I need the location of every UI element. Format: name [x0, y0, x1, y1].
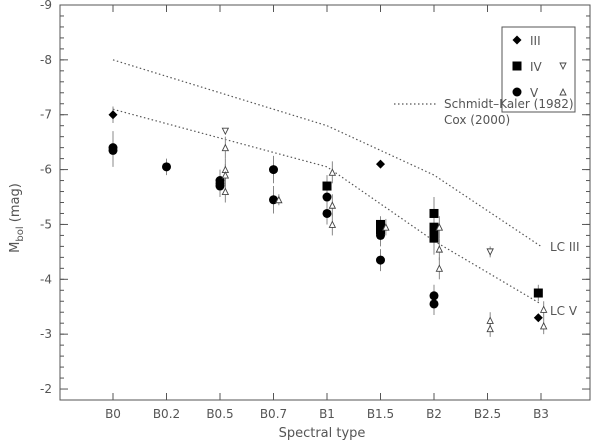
- data-point: [382, 223, 390, 231]
- legend-marker-square: [512, 61, 522, 71]
- line-legend: Schmidt–Kaler (1982) Cox (2000): [394, 97, 574, 127]
- data-point: [162, 162, 171, 172]
- legend-marker-diamond: [512, 35, 522, 45]
- x-tick-label: B1.5: [367, 407, 394, 421]
- x-tick-label: B0.2: [153, 407, 180, 421]
- x-tick-label: B3: [533, 407, 549, 421]
- data-point: [429, 228, 439, 238]
- x-tick-label: B0.5: [206, 407, 233, 421]
- data-point: [533, 313, 543, 323]
- data-point: [221, 171, 230, 179]
- data-point: [221, 187, 230, 195]
- line-legend-label-1: Schmidt–Kaler (1982): [444, 97, 574, 111]
- x-ticks: B0 B0.2 B0.5 B0.7 B1 B1.5 B2 B2.5 B3: [105, 5, 549, 421]
- data-point: [322, 192, 332, 202]
- data-point: [533, 288, 543, 298]
- data-point: [429, 208, 439, 218]
- data-point: [269, 165, 278, 175]
- data-point: [539, 321, 548, 330]
- x-tick-label: B2.5: [474, 407, 501, 421]
- data-point: [376, 159, 385, 169]
- data-point: [328, 168, 337, 176]
- data-point: [221, 127, 230, 136]
- x-tick-label: B0.7: [260, 407, 287, 421]
- data-point: [486, 324, 494, 333]
- data-point: [376, 255, 385, 265]
- data-point: [376, 219, 385, 229]
- data-point: [322, 208, 332, 218]
- x-tick-label: B1: [319, 407, 335, 421]
- data-point: [429, 299, 439, 309]
- legend: III IV V: [501, 26, 576, 113]
- data-point: [429, 233, 439, 243]
- y-tick-label: -4: [40, 272, 52, 286]
- y-axis-label-sub: bol: [15, 226, 26, 241]
- y-tick-label: -5: [40, 217, 52, 231]
- y-tick-label: -9: [40, 0, 52, 12]
- y-axis-label-main: M: [8, 242, 23, 253]
- x-tick-label: B0: [105, 407, 121, 421]
- x-axis-label: Spectral type: [279, 426, 366, 441]
- data-point: [108, 110, 118, 120]
- y-axis-label: Mbol (mag): [8, 183, 26, 253]
- legend-marker-down-triangle: [559, 62, 567, 71]
- legend-marker-circle: [512, 87, 522, 97]
- data-point: [328, 220, 337, 228]
- data-point: [221, 143, 230, 152]
- data-point: [435, 223, 444, 231]
- data-point: [486, 316, 494, 324]
- data-point: [435, 245, 444, 253]
- y-tick-label: -2: [40, 382, 52, 396]
- legend-label: IV: [530, 60, 543, 74]
- y-axis-label-unit: (mag): [8, 183, 23, 226]
- data-point: [429, 222, 439, 232]
- data-point: [108, 145, 118, 155]
- data-points: [108, 110, 548, 333]
- y-tick-label: -7: [40, 108, 52, 122]
- y-tick-label: -6: [40, 163, 52, 177]
- lc-iii-label: LC III: [550, 240, 580, 254]
- data-point: [322, 181, 332, 191]
- x-tick-label: B2: [426, 407, 442, 421]
- y-tick-label: -8: [40, 53, 52, 67]
- data-point: [435, 264, 444, 272]
- data-point: [486, 248, 494, 256]
- legend-label: V: [530, 86, 539, 100]
- legend-marker-up-triangle: [559, 87, 567, 96]
- lc-v-label: LC V: [550, 304, 578, 318]
- y-ticks: -9 -8 -7 -6 -5 -4 -3 -2: [40, 0, 590, 396]
- line-legend-label-2: Cox (2000): [444, 113, 510, 127]
- legend-label: III: [530, 34, 541, 48]
- data-point: [328, 201, 337, 209]
- data-point: [376, 230, 385, 240]
- data-point: [429, 291, 439, 301]
- data-point: [539, 305, 548, 313]
- y-tick-label: -3: [40, 327, 52, 341]
- data-point: [275, 195, 283, 204]
- data-point: [215, 181, 225, 191]
- error-bars: [112, 106, 545, 337]
